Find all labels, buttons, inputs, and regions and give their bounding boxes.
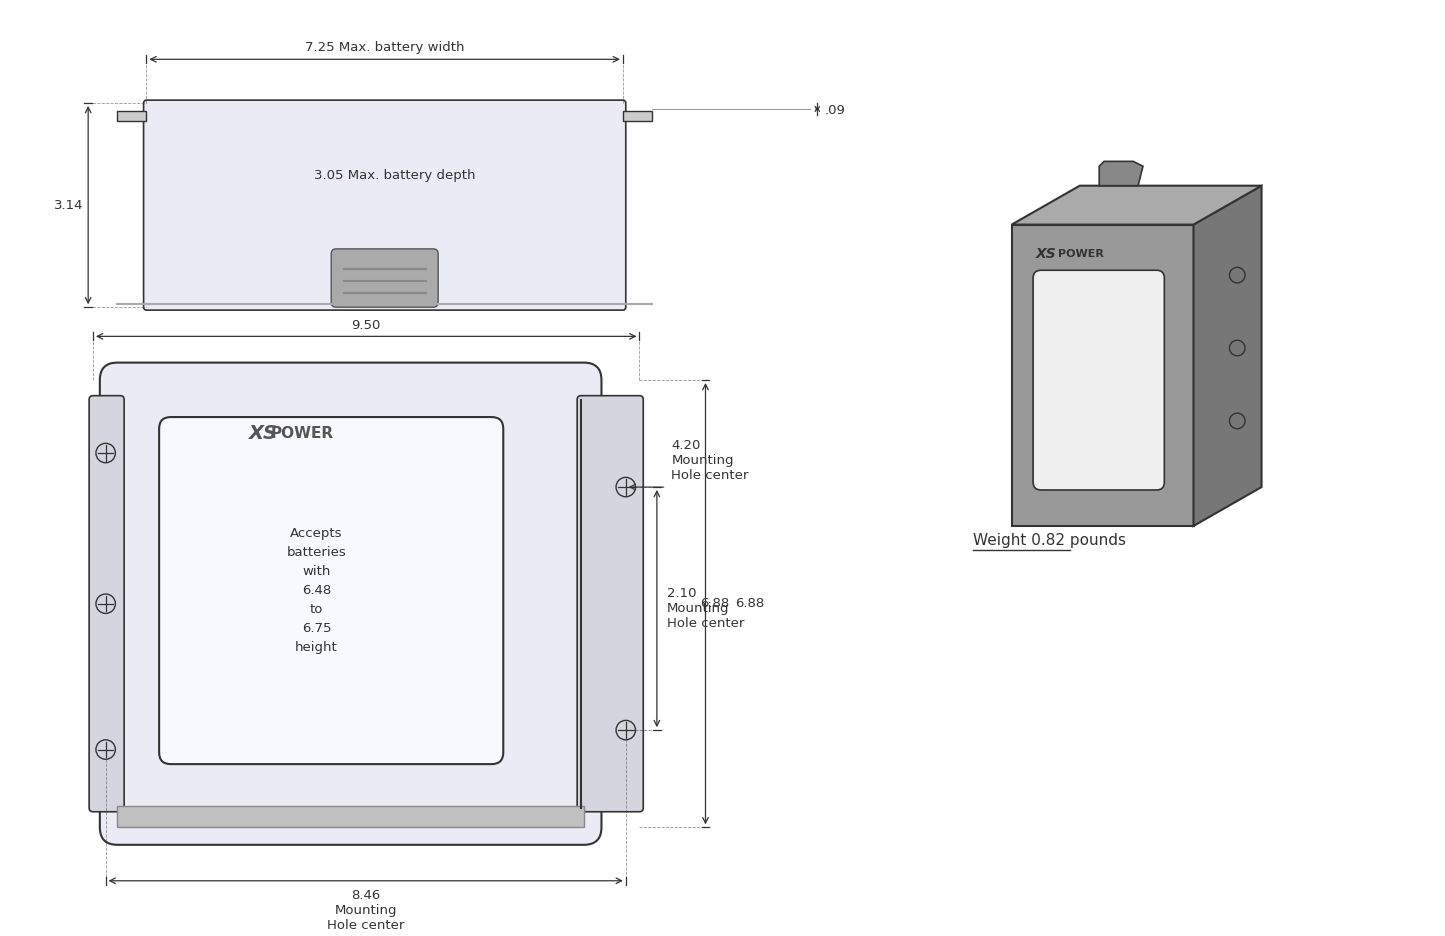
Text: 6.88: 6.88 bbox=[701, 597, 730, 610]
Bar bbox=[117, 110, 146, 121]
FancyBboxPatch shape bbox=[577, 396, 643, 812]
Text: POWER: POWER bbox=[1058, 249, 1104, 258]
Polygon shape bbox=[1194, 185, 1261, 526]
Text: 4.20
Mounting
Hole center: 4.20 Mounting Hole center bbox=[672, 439, 749, 482]
FancyBboxPatch shape bbox=[100, 362, 601, 845]
Text: 2.10
Mounting
Hole center: 2.10 Mounting Hole center bbox=[666, 587, 744, 630]
FancyBboxPatch shape bbox=[331, 249, 438, 307]
FancyBboxPatch shape bbox=[143, 100, 626, 310]
Text: 3.05 Max. battery depth: 3.05 Max. battery depth bbox=[314, 169, 475, 183]
Text: POWER: POWER bbox=[270, 426, 334, 441]
Bar bbox=[623, 110, 652, 121]
Text: Accepts
batteries
with
6.48
to
6.75
height: Accepts batteries with 6.48 to 6.75 heig… bbox=[286, 527, 347, 654]
Text: Weight 0.82 pounds: Weight 0.82 pounds bbox=[972, 533, 1126, 548]
Text: 9.50: 9.50 bbox=[351, 318, 381, 331]
Bar bbox=[117, 806, 584, 827]
Polygon shape bbox=[1100, 161, 1143, 185]
FancyBboxPatch shape bbox=[1033, 271, 1165, 490]
FancyBboxPatch shape bbox=[159, 417, 503, 764]
Text: 7.25 Max. battery width: 7.25 Max. battery width bbox=[305, 41, 464, 54]
Text: 8.46
Mounting
Hole center: 8.46 Mounting Hole center bbox=[327, 888, 405, 931]
Polygon shape bbox=[1011, 225, 1194, 526]
Polygon shape bbox=[1011, 185, 1261, 225]
FancyBboxPatch shape bbox=[90, 396, 124, 812]
Text: XS: XS bbox=[249, 424, 277, 443]
Text: .09: .09 bbox=[825, 104, 845, 117]
Text: XS: XS bbox=[1036, 247, 1056, 261]
Text: 6.88: 6.88 bbox=[734, 597, 764, 610]
Text: 3.14: 3.14 bbox=[53, 198, 84, 212]
